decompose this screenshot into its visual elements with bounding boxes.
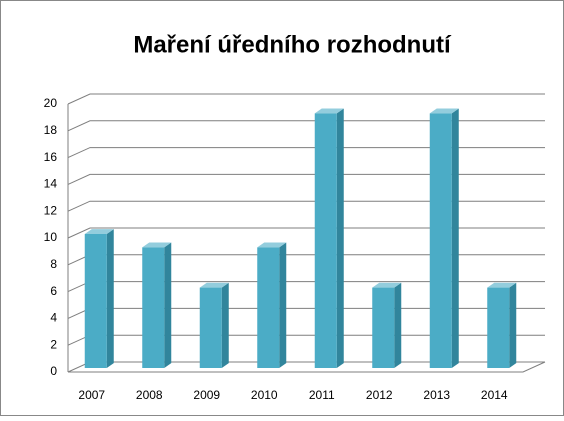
bar [314, 108, 344, 369]
x-tick-label: 2009 [193, 388, 220, 402]
grid-line [67, 120, 545, 132]
x-tick-label: 2010 [251, 388, 278, 402]
bar-top [257, 242, 287, 248]
y-tick-label: 18 [44, 123, 58, 137]
bar-front [142, 247, 165, 368]
bar-side [336, 108, 344, 368]
bar-top [142, 242, 172, 248]
chart-title: Maření úředního rozhodnutí [133, 31, 452, 58]
bar-top [314, 108, 344, 114]
bar-front [84, 234, 107, 368]
bar [257, 242, 287, 368]
bar [372, 282, 402, 368]
bar-front [314, 113, 337, 369]
bar-top [372, 282, 402, 288]
bar-top [199, 282, 229, 288]
y-tick-label: 2 [50, 337, 57, 351]
x-tick-label: 2012 [366, 388, 393, 402]
bar-side [394, 282, 402, 368]
y-tick-label: 12 [44, 203, 58, 217]
bar-front [429, 113, 452, 369]
grid-line [67, 147, 545, 159]
y-tick-label: 0 [50, 364, 57, 378]
bar-side [279, 242, 287, 368]
bar [84, 229, 114, 368]
y-tick-label: 16 [44, 150, 58, 164]
x-tick-label: 2007 [78, 388, 105, 402]
bar-side [221, 282, 229, 368]
bar-front [199, 287, 222, 368]
grid-line [67, 173, 545, 185]
x-tick-label: 2013 [423, 388, 450, 402]
y-tick-label: 20 [44, 96, 58, 110]
bar [199, 282, 229, 368]
y-tick-label: 4 [50, 311, 57, 325]
bar-front [487, 287, 510, 368]
x-tick-label: 2008 [136, 388, 163, 402]
bar-front [257, 247, 280, 368]
bar-side [164, 242, 172, 368]
bar-front [372, 287, 395, 368]
y-tick-label: 6 [50, 284, 57, 298]
bar-side [451, 108, 459, 368]
x-tick-label: 2014 [481, 388, 508, 402]
bar [142, 242, 172, 368]
bar [487, 282, 517, 368]
floor-edge [68, 361, 546, 373]
bar-top [84, 229, 114, 234]
grid-line [67, 200, 545, 212]
grid-line [67, 93, 545, 105]
bar-top [429, 108, 459, 114]
bar [429, 108, 459, 369]
y-tick-label: 8 [50, 257, 57, 271]
grid-line [67, 227, 545, 239]
bar-side [106, 229, 114, 368]
bar-top [487, 282, 517, 288]
y-tick-label: 10 [44, 230, 58, 244]
y-tick-label: 14 [44, 177, 58, 191]
x-tick-label: 2011 [309, 388, 335, 402]
bar-side [509, 282, 517, 368]
